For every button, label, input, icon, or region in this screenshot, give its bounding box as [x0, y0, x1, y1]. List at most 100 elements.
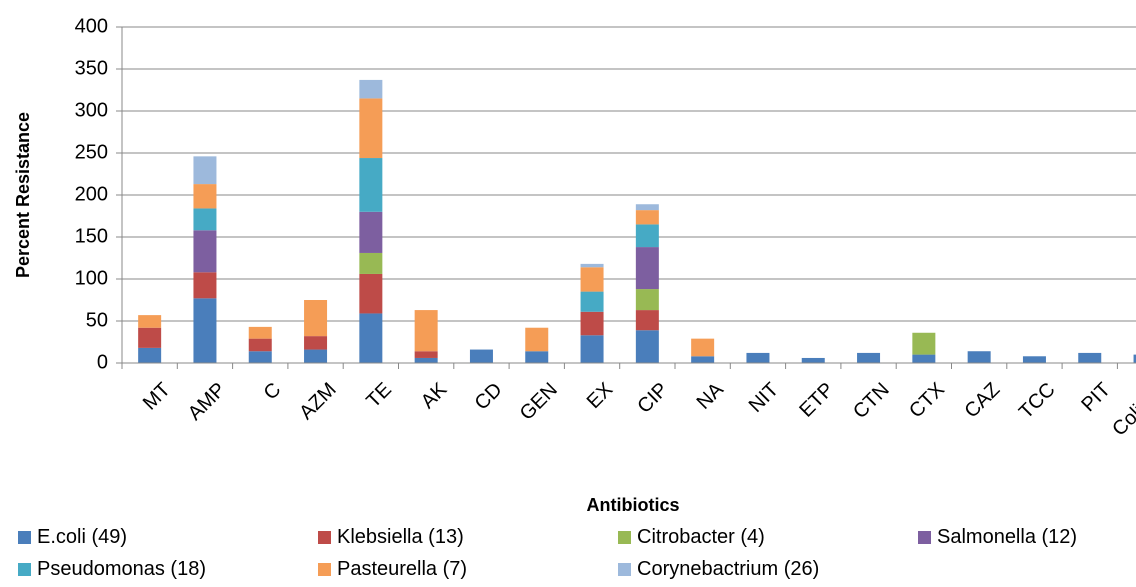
x-tick-label: CAZ	[960, 379, 1004, 423]
bar-segment	[304, 300, 328, 337]
bar-segment	[359, 211, 383, 253]
bar-segment	[525, 351, 549, 363]
bar-segment	[359, 273, 383, 314]
bar-segment	[414, 310, 438, 352]
x-tick-label: AMP	[184, 379, 230, 425]
bar-segment	[193, 184, 217, 209]
bar-segment	[138, 327, 162, 348]
bar-segment	[1133, 354, 1136, 363]
legend-label: Pseudomonas (18)	[37, 558, 206, 580]
x-tick-label: MT	[139, 379, 175, 415]
bar-segment	[580, 291, 604, 312]
legend-label: Klebsiella (13)	[337, 526, 464, 548]
bar-segment	[967, 351, 991, 363]
legend: E.coli (49) Klebsiella (13) Citrobacter (4…	[18, 526, 1128, 586]
bar-segment	[248, 338, 272, 352]
bar-segment	[580, 263, 604, 268]
legend-item: Salmonella (12)	[918, 526, 1077, 549]
bar-segment	[193, 208, 217, 231]
x-tick-label: EX	[583, 379, 617, 413]
bar-segment	[857, 352, 881, 363]
bars	[138, 79, 1136, 363]
x-tick-label: CIP	[633, 379, 672, 418]
y-tick-label: 150	[75, 225, 108, 247]
x-tick-label: TE	[362, 379, 396, 413]
y-tick-label: 300	[75, 99, 108, 121]
legend-label: Citrobacter (4)	[637, 526, 765, 548]
bar-segment	[248, 326, 272, 339]
legend-item: Klebsiella (13)	[318, 526, 464, 549]
bar-segment	[138, 347, 162, 363]
bar-segment	[801, 357, 825, 363]
legend-item: E.coli (49)	[18, 526, 127, 549]
legend-swatch	[318, 531, 331, 544]
bar-segment	[912, 332, 936, 355]
y-tick-labels: 0 50 100 150 200 250 300 350 400	[75, 15, 122, 373]
x-tick-label: NA	[693, 378, 729, 414]
bar-segment	[635, 247, 659, 290]
bar-segment	[691, 338, 715, 357]
x-tick-label: PIT	[1077, 379, 1115, 417]
x-tick-label: TCC	[1015, 379, 1060, 424]
x-tick-label: NIT	[745, 379, 783, 417]
legend-item: Citrobacter (4)	[618, 526, 765, 549]
legend-label: Pasteurella (7)	[337, 558, 468, 580]
legend-label: E.coli (49)	[37, 526, 128, 548]
legend-swatch	[318, 563, 331, 576]
bar-segment	[359, 313, 383, 363]
bar-segment	[635, 224, 659, 248]
bar-segment	[635, 310, 659, 331]
x-tick-label: AK	[417, 378, 452, 413]
x-tick-label: C	[260, 379, 286, 405]
x-tick-label: ETP	[795, 379, 838, 422]
y-tick-label: 0	[97, 351, 108, 373]
bar-segment	[248, 351, 272, 363]
x-tick-label: CTX	[905, 379, 949, 423]
bar-segment	[414, 357, 438, 363]
bar-segment	[1078, 352, 1102, 363]
bar-segment	[1022, 356, 1046, 363]
y-tick-label: 100	[75, 267, 108, 289]
y-tick-label: 50	[86, 309, 108, 331]
legend-swatch	[18, 563, 31, 576]
bar-segment	[359, 98, 383, 159]
bar-segment	[580, 335, 604, 363]
legend-item: Pseudomonas (18)	[18, 558, 206, 581]
bar-segment	[469, 349, 493, 363]
bar-segment	[193, 230, 217, 273]
bar-segment	[635, 210, 659, 225]
y-tick-label: 200	[75, 183, 108, 205]
x-tick-label: GEN	[516, 379, 562, 425]
bar-segment	[359, 158, 383, 212]
x-tick-labels: MT AMP C AZM TE AK CD GEN EX CIP NA NIT ETP CTN CTX CAZ…	[121, 363, 1136, 441]
bar-segment	[635, 330, 659, 363]
bar-segment	[635, 204, 659, 211]
y-tick-label: 250	[75, 141, 108, 163]
bar-segment	[912, 354, 936, 363]
bar-segment	[193, 272, 217, 299]
bar-segment	[580, 311, 604, 336]
bar-segment	[414, 351, 438, 358]
x-tick-label: Colistin	[1108, 379, 1136, 441]
bar-segment	[304, 349, 328, 363]
legend-swatch	[918, 531, 931, 544]
x-tick-label: AZM	[295, 379, 340, 424]
bar-segment	[691, 356, 715, 363]
x-axis-title: Antibiotics	[587, 495, 680, 515]
bar-segment	[304, 336, 328, 350]
bar-segment	[635, 289, 659, 311]
legend-label: Salmonella (12)	[937, 526, 1078, 548]
y-axis-title: Percent Resistance	[13, 112, 33, 278]
bar-segment	[580, 267, 604, 292]
bar-segment	[359, 79, 383, 99]
bar-segment	[193, 156, 217, 185]
legend-swatch	[618, 563, 631, 576]
grid-lines	[122, 26, 1136, 322]
bar-segment	[525, 327, 549, 352]
y-tick-label: 400	[75, 15, 108, 37]
bar-segment	[138, 315, 162, 328]
y-tick-label: 350	[75, 57, 108, 79]
x-tick-label: CTN	[849, 379, 894, 424]
bar-segment	[193, 298, 217, 363]
